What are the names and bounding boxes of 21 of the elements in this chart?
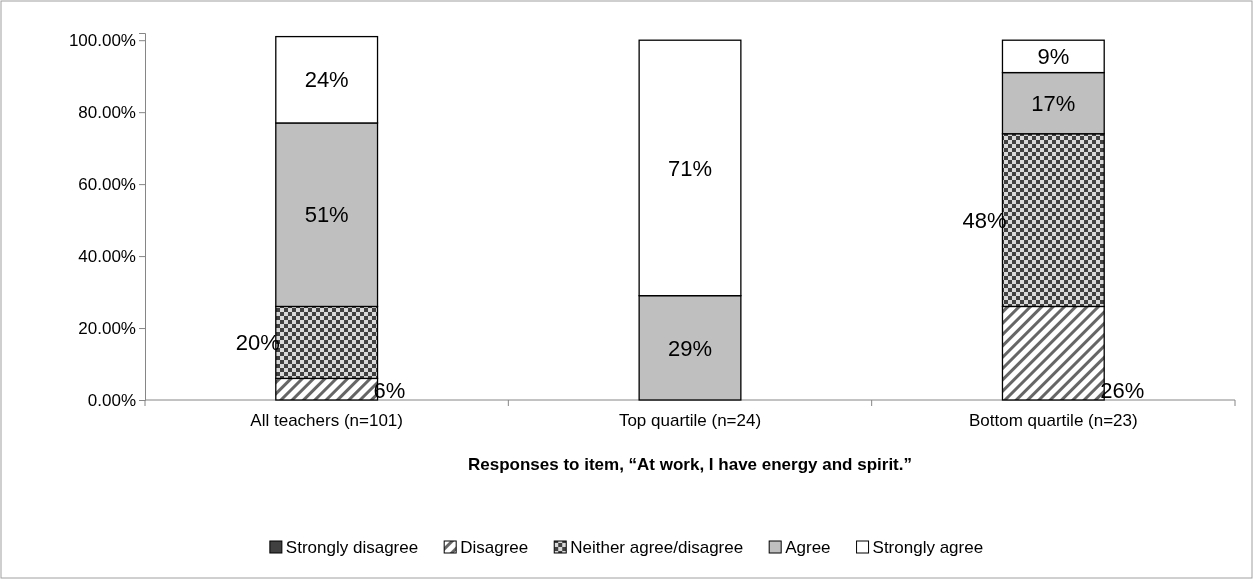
data-label: 9% bbox=[1037, 44, 1070, 70]
data-label: 51% bbox=[304, 202, 349, 228]
y-tick-label: 0.00% bbox=[87, 390, 136, 410]
legend-label: Disagree bbox=[460, 537, 529, 557]
y-tick-label: 40.00% bbox=[78, 247, 136, 267]
y-tick-label: 100.00% bbox=[68, 31, 136, 51]
x-tick-label: Bottom quartile (n=23) bbox=[969, 411, 1138, 431]
legend-label: Agree bbox=[785, 537, 831, 557]
legend-label: Neither agree/disagree bbox=[570, 537, 744, 557]
y-tick-label: 20.00% bbox=[78, 318, 136, 338]
y-tick-label: 60.00% bbox=[78, 175, 136, 195]
data-label: 24% bbox=[304, 67, 349, 93]
data-label: 29% bbox=[667, 335, 713, 361]
y-tick-label: 80.00% bbox=[78, 103, 136, 123]
x-tick-label: Top quartile (n=24) bbox=[618, 411, 762, 431]
legend-label: Strongly agree bbox=[872, 537, 984, 557]
x-axis-title: Responses to item, “At work, I have energy and spirit.” bbox=[467, 455, 913, 474]
legend-label: Strongly disagree bbox=[285, 537, 419, 557]
data-label: 17% bbox=[1031, 90, 1076, 116]
x-tick-label: All teachers (n=101) bbox=[250, 411, 403, 431]
data-label: 71% bbox=[667, 155, 713, 181]
